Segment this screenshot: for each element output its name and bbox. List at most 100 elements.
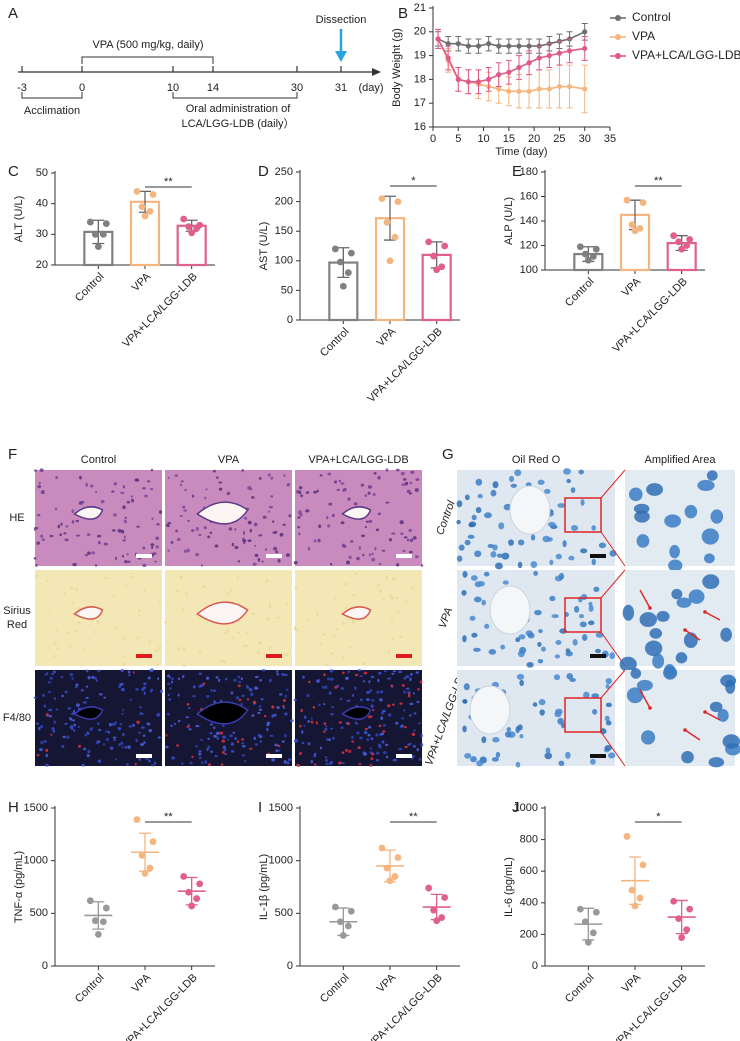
cell-nucleus (233, 678, 237, 682)
cell-nucleus (155, 545, 160, 549)
data-point (425, 884, 433, 892)
cell-nucleus (236, 740, 240, 744)
cell-nucleus (483, 571, 490, 577)
data-point (526, 60, 532, 66)
cell-nucleus (405, 687, 410, 690)
cell-nucleus (382, 710, 386, 713)
cell-nucleus (592, 708, 598, 715)
cell-nucleus (180, 480, 184, 483)
data-point (526, 43, 532, 49)
cell-nucleus (344, 606, 348, 610)
cell-nucleus (108, 722, 112, 727)
cell-nucleus (371, 752, 375, 756)
data-point (391, 873, 399, 880)
cell-nucleus (325, 762, 329, 765)
cell-nucleus (177, 719, 181, 723)
cell-nucleus (346, 722, 351, 726)
cell-nucleus (181, 762, 184, 766)
scale-bar (136, 654, 152, 658)
cell-nucleus (287, 758, 292, 762)
data-point (188, 229, 196, 237)
y-axis-label: Body Weight (g) (391, 28, 403, 107)
cell-nucleus (72, 562, 77, 567)
cell-nucleus (242, 537, 245, 542)
cell-nucleus (340, 521, 345, 525)
scale-bar (136, 754, 152, 758)
cell-nucleus (220, 659, 225, 662)
cell-nucleus (226, 491, 231, 496)
cell-nucleus (366, 690, 371, 694)
cell-nucleus (398, 670, 403, 674)
cell-nucleus (281, 740, 285, 743)
cell-nucleus (111, 529, 116, 532)
micrograph (35, 570, 162, 666)
cell-nucleus (324, 759, 329, 762)
data-point (339, 932, 347, 939)
panel-label: J (512, 799, 520, 816)
cell-nucleus (277, 558, 281, 563)
cell-nucleus (342, 487, 347, 492)
cell-nucleus (124, 745, 128, 750)
data-point (138, 203, 146, 211)
cell-nucleus (372, 493, 376, 496)
arrow-tip (703, 710, 707, 714)
y-tick-label: 120 (520, 239, 538, 251)
cell-nucleus (117, 528, 122, 533)
cell-nucleus (484, 623, 490, 629)
arrow (639, 589, 651, 609)
cell-nucleus (376, 690, 379, 695)
cell-nucleus (71, 676, 74, 680)
cell-nucleus (35, 722, 40, 725)
cell-nucleus (258, 534, 263, 537)
cell-nucleus (75, 519, 79, 523)
cell-nucleus (324, 663, 329, 667)
cell-nucleus (219, 731, 223, 735)
cell-nucleus (237, 560, 241, 563)
cell-nucleus (207, 737, 211, 740)
data-point (196, 880, 204, 888)
cell-nucleus (470, 575, 478, 581)
y-axis-label: IL-6 (pg/mL) (503, 857, 515, 917)
significance-label: ** (654, 175, 663, 187)
cell-nucleus (361, 662, 366, 665)
cell-nucleus (387, 650, 391, 653)
cell-nucleus (129, 698, 132, 701)
cell-nucleus (128, 673, 131, 677)
cell-nucleus (121, 687, 125, 692)
data-point (636, 894, 644, 902)
data-point (391, 233, 399, 241)
data-point (344, 269, 352, 277)
cell-nucleus (271, 705, 275, 709)
cell-nucleus (266, 617, 271, 621)
cell-nucleus (412, 744, 417, 748)
cell-nucleus (410, 586, 415, 590)
scale-bar (396, 654, 412, 658)
cell-nucleus (330, 651, 334, 655)
cell-nucleus (229, 734, 233, 738)
cell-nucleus (517, 561, 523, 569)
cell-nucleus (187, 519, 190, 522)
x-axis-label: Time (day) (495, 146, 547, 158)
cell-nucleus (165, 734, 168, 737)
y-tick-label: 1500 (269, 802, 293, 814)
cell-nucleus (39, 725, 44, 728)
cell-nucleus (370, 757, 374, 760)
cell-nucleus (725, 679, 736, 694)
cell-nucleus (296, 763, 300, 767)
cell-nucleus (284, 712, 288, 716)
cell-nucleus (401, 716, 404, 720)
cell-nucleus (656, 611, 670, 622)
cell-nucleus (249, 528, 253, 533)
cell-nucleus (231, 636, 235, 640)
cell-nucleus (369, 764, 373, 767)
cell-nucleus (400, 471, 405, 476)
y-tick-label: 200 (520, 928, 538, 940)
cell-nucleus (605, 702, 612, 708)
cell-nucleus (55, 628, 59, 632)
x-tick-label: Control (318, 326, 352, 360)
data-point (670, 897, 678, 905)
cell-nucleus (225, 592, 230, 595)
cell-nucleus (68, 645, 73, 648)
data-point (566, 48, 573, 54)
cell-nucleus (158, 510, 163, 514)
